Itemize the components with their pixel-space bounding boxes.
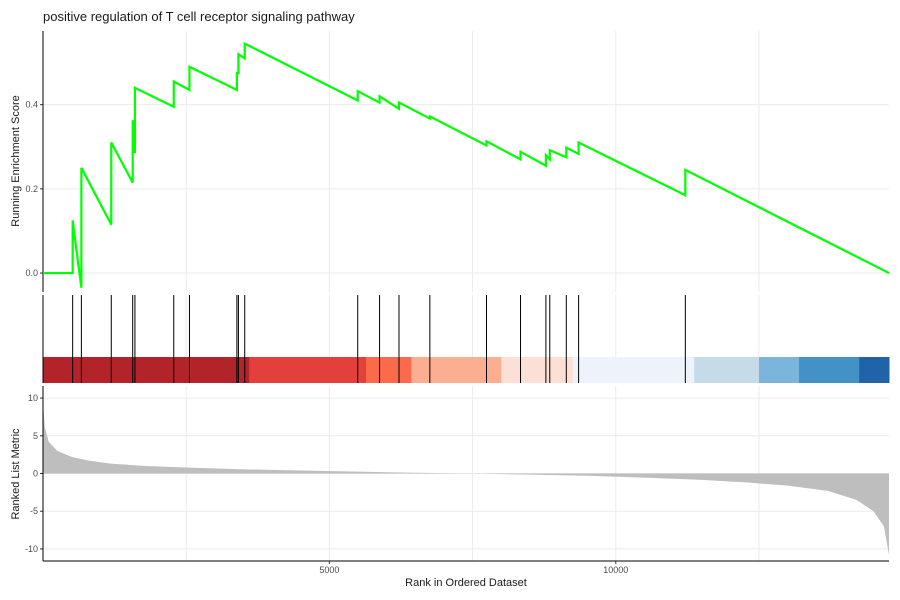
ranked-metric-panel: 10 5 0 -5 -10 5000 10000 Ranked List Metric R… xyxy=(10,386,889,589)
color-bar-segment xyxy=(859,357,890,383)
color-bar-segment xyxy=(249,357,367,383)
running-score-y-ticks: 0.0 0.2 0.4 xyxy=(25,100,43,278)
y-tick-label: 5 xyxy=(33,431,38,441)
y-tick-label: -5 xyxy=(30,506,38,516)
y-tick-label: 0.0 xyxy=(25,268,38,278)
color-bar-segment xyxy=(758,357,800,383)
ranked-metric-y-title: Ranked List Metric xyxy=(10,428,22,520)
y-tick-label: 10 xyxy=(28,393,38,403)
color-bar-segment xyxy=(411,357,502,383)
ranked-metric-area xyxy=(43,401,889,555)
running-score-y-title: Running Enrichment Score xyxy=(10,95,22,226)
x-ticks: 5000 10000 xyxy=(319,561,628,575)
gene-hit-ticks xyxy=(72,295,686,383)
color-bar-segment xyxy=(501,357,574,383)
color-bar-segment xyxy=(43,357,250,383)
x-tick-label: 5000 xyxy=(319,565,339,575)
color-bar-segment xyxy=(694,357,760,383)
y-tick-label: -10 xyxy=(25,544,38,554)
y-tick-label: 0 xyxy=(33,469,38,479)
rank-color-bar xyxy=(43,357,890,383)
color-bar-segment xyxy=(366,357,412,383)
running-score-panel: 0.0 0.2 0.4 Running Enrichment Score xyxy=(10,31,890,292)
running-score-gridlines xyxy=(43,31,889,292)
x-axis-title: Rank in Ordered Dataset xyxy=(405,577,527,589)
y-tick-label: 0.2 xyxy=(25,184,38,194)
gene-hits-panel xyxy=(42,295,890,383)
running-score-line xyxy=(43,41,890,288)
x-tick-label: 10000 xyxy=(603,565,628,575)
ranked-metric-y-ticks: 10 5 0 -5 -10 xyxy=(25,393,43,554)
color-bar-segment xyxy=(799,357,860,383)
y-tick-label: 0.4 xyxy=(25,100,38,110)
chart-title: positive regulation of T cell receptor s… xyxy=(43,9,355,24)
color-bar-segment xyxy=(572,357,695,383)
